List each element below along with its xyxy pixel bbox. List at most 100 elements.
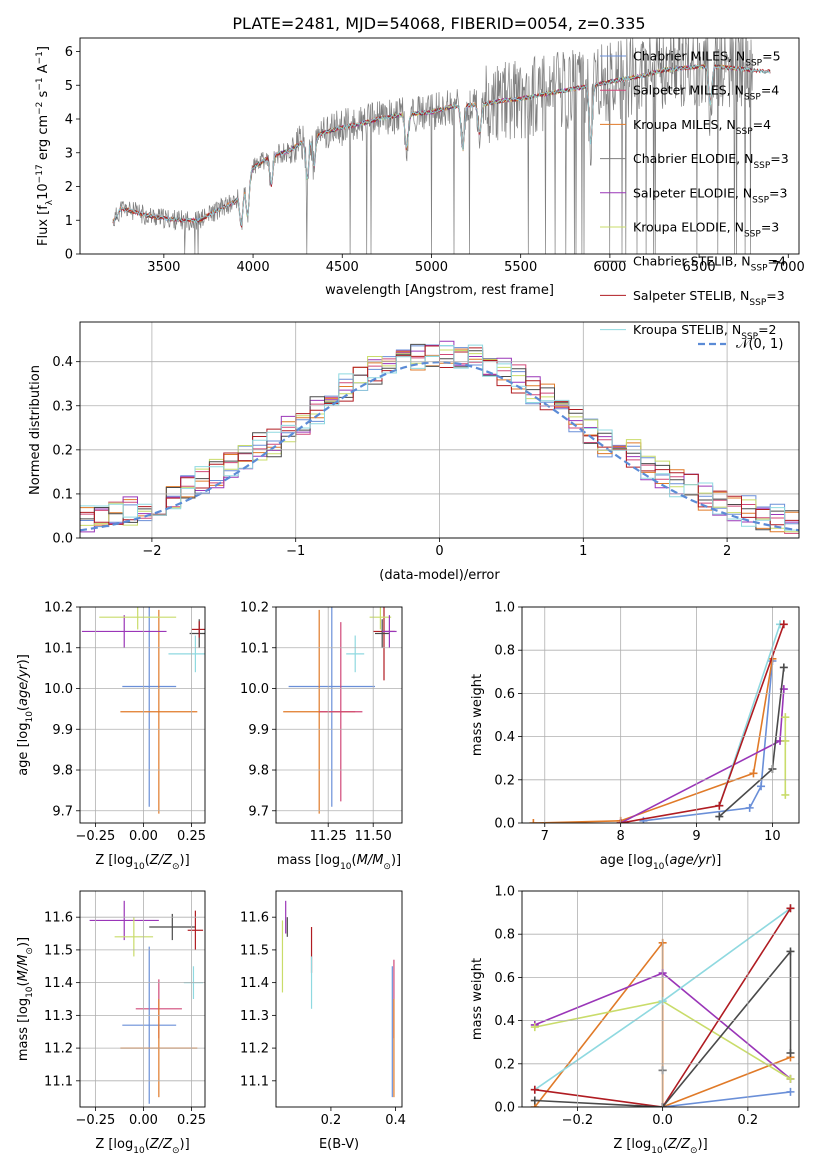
y-tick-label: 10.1 — [240, 641, 269, 656]
y-axis-label: age [log10(age/yr)] — [16, 654, 35, 776]
legend-label: Chabrier ELODIE, NSSP=3 — [633, 151, 789, 171]
y-tick-label: 0.8 — [494, 928, 515, 943]
y-tick-label: 11.1 — [44, 1074, 73, 1089]
axes-frame — [275, 890, 403, 1108]
y-tick-label: 9.8 — [248, 764, 269, 779]
legend-label: Kroupa MILES, NSSP=4 — [633, 117, 771, 137]
axes-mass_vs_Z: −0.25 0.00 0.25 11.1 11.2 11.3 11.4 11.5 11.6 Z [… — [16, 890, 206, 1156]
weight-marker — [715, 801, 724, 810]
y-tick-label: 10.2 — [240, 601, 269, 616]
axes-frame — [79, 37, 800, 255]
x-tick-label: 3500 — [147, 260, 180, 275]
x-tick-label: −0.25 — [75, 829, 115, 844]
y-tick-label: 0.2 — [494, 1057, 515, 1072]
x-tick-label: 1 — [579, 544, 587, 559]
weight-line-chabrier_miles — [662, 1091, 791, 1107]
x-axis-label: wavelength [Angstrom, rest frame] — [325, 283, 554, 298]
y-tick-label: 4 — [65, 113, 73, 128]
y-axis-label: Normed distribution — [28, 365, 43, 495]
y-tick-label: 11.6 — [44, 911, 73, 926]
x-tick-label: 0 — [435, 544, 443, 559]
weight-marker — [749, 769, 758, 778]
y-tick-label: 0.8 — [494, 644, 515, 659]
x-tick-label: 2 — [723, 544, 731, 559]
x-tick-label: 0.25 — [177, 1113, 206, 1128]
y-tick-label: 11.2 — [240, 1042, 269, 1057]
y-tick-label: 11.3 — [44, 1009, 73, 1024]
y-tick-label: 11.3 — [240, 1009, 269, 1024]
y-tick-label: 0.2 — [494, 773, 515, 788]
axes-weight_vs_Z: −0.2 0.0 0.2 0.0 0.2 0.4 0.6 0.8 1.0 Z [log10(Z/Z… — [470, 885, 800, 1156]
y-tick-label: 10.1 — [44, 641, 73, 656]
x-tick-label: 8 — [617, 829, 625, 844]
y-tick-label: 0 — [65, 248, 73, 263]
x-tick-label: 11.50 — [355, 829, 392, 844]
y-tick-label: 9.7 — [248, 804, 269, 819]
y-tick-label: 0.0 — [494, 817, 515, 832]
weight-marker — [781, 790, 790, 799]
x-tick-label: 0.0 — [652, 1113, 673, 1128]
y-axis-label: mass weight — [470, 958, 485, 1040]
y-tick-label: 11.5 — [240, 943, 269, 958]
weight-marker — [786, 1087, 795, 1096]
y-tick-label: 9.7 — [52, 804, 73, 819]
x-tick-label: 11.25 — [310, 829, 347, 844]
legend-label: Kroupa STELIB, NSSP=2 — [633, 322, 777, 342]
y-tick-label: 9.9 — [52, 723, 73, 738]
y-tick-label: 10.0 — [240, 682, 269, 697]
legend: Chabrier MILES, NSSP=5 Salpeter MILES, NS… — [600, 49, 789, 342]
plot-area — [112, 38, 771, 254]
weight-line-chabrier_stelib — [718, 667, 785, 818]
y-tick-label: 1.0 — [494, 885, 515, 900]
weight-marker — [530, 1096, 539, 1105]
x-tick-label: −1 — [286, 544, 305, 559]
weight-marker — [715, 812, 724, 821]
x-tick-label: 0.4 — [385, 1113, 406, 1128]
x-tick-label: 9 — [692, 829, 700, 844]
x-axis-label: Z [log10(Z/Z⊙)] — [95, 1137, 189, 1156]
plot-area — [81, 607, 205, 814]
weight-line-salpeter_stelib — [620, 624, 785, 823]
legend-label: Chabrier MILES, NSSP=5 — [633, 49, 781, 69]
weight-marker — [786, 1074, 795, 1083]
y-tick-label: 0.2 — [52, 443, 73, 458]
weight-line-kroupa_miles — [533, 658, 774, 823]
axes-weight_vs_age: 7 8 9 10 0.0 0.2 0.4 0.6 0.8 1.0 age [log10(age/yr… — [470, 601, 800, 872]
y-tick-label: 11.4 — [240, 976, 269, 991]
weight-marker — [639, 816, 648, 823]
axes-frame — [79, 321, 800, 539]
y-axis-label: mass [log10(M/M⊙)] — [16, 937, 35, 1061]
axes-mass_vs_EBV: 0.2 0.4 11.1 11.2 11.3 11.4 11.5 11.6 E(B-V) — [240, 890, 406, 1152]
x-tick-label: 4500 — [326, 260, 359, 275]
y-tick-label: 0.4 — [494, 730, 515, 745]
weight-marker — [786, 904, 795, 913]
x-tick-label: 5500 — [504, 260, 537, 275]
axes-age_vs_Z: −0.25 0.00 0.25 9.7 9.8 9.9 10.0 10.1 10.2 Z [log… — [16, 601, 206, 873]
x-tick-label: −0.2 — [562, 1113, 594, 1128]
axes-age_vs_mass: 11.25 11.50 9.7 9.8 9.9 10.0 10.1 10.2 mass [log… — [240, 601, 403, 872]
weight-marker — [530, 1085, 539, 1094]
x-tick-label: −0.25 — [75, 1113, 115, 1128]
weight-line-salpeter_elodie — [620, 689, 785, 823]
x-tick-label: 5000 — [415, 260, 448, 275]
weight-marker — [745, 803, 754, 812]
y-tick-label: 11.2 — [44, 1042, 73, 1057]
y-tick-label: 9.9 — [248, 723, 269, 738]
legend-label: Kroupa ELODIE, NSSP=3 — [633, 220, 779, 240]
axes-frame — [275, 606, 403, 824]
x-axis-label: (data-model)/error — [379, 568, 500, 583]
y-tick-label: 11.1 — [240, 1074, 269, 1089]
figure-title: PLATE=2481, MJD=54068, FIBERID=0054, z=0… — [232, 14, 645, 33]
weight-marker — [779, 663, 788, 672]
legend-label: Salpeter ELODIE, NSSP=3 — [633, 185, 787, 205]
y-tick-label: 3 — [65, 146, 73, 161]
weight-marker — [530, 1023, 539, 1032]
y-tick-label: 11.5 — [44, 943, 73, 958]
x-axis-label: Z [log10(Z/Z⊙)] — [95, 853, 189, 872]
axes-residuals: −2 −1 0 1 2 0.0 0.1 0.2 0.3 0.4 𝒩(0, 1) (data-model… — [28, 321, 800, 583]
model-line-kroupa_stelib — [112, 64, 771, 226]
y-tick-label: 9.8 — [52, 764, 73, 779]
axes-frame — [521, 606, 800, 824]
y-tick-label: 0.4 — [52, 355, 73, 370]
y-tick-label: 10.2 — [44, 601, 73, 616]
